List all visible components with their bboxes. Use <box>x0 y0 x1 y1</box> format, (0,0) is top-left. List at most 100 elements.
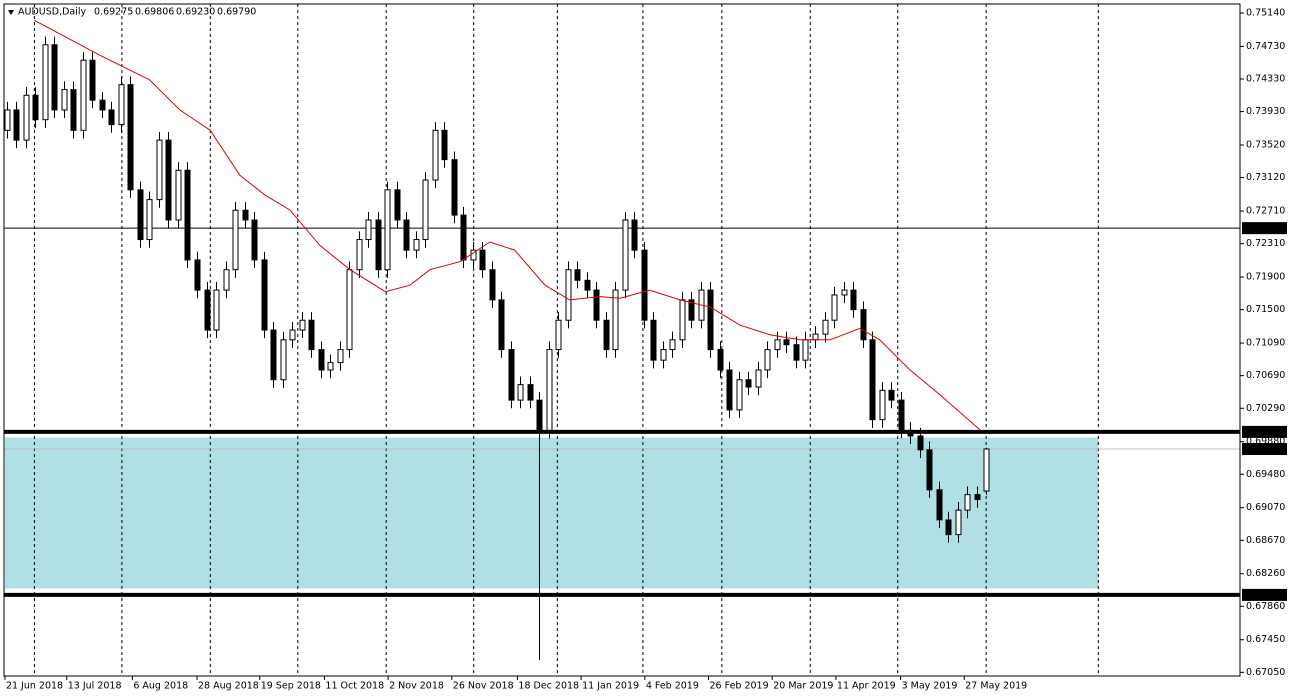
candle-body <box>346 269 353 351</box>
candle-body <box>460 214 467 261</box>
candle-body <box>251 219 258 261</box>
candle-body <box>432 129 439 181</box>
candle-body <box>137 189 144 241</box>
y-tick-label: 0.75140 <box>1246 7 1285 18</box>
candle-body <box>917 435 924 451</box>
candle-body <box>175 169 182 221</box>
candle-body <box>146 199 153 241</box>
candle-body <box>831 294 838 321</box>
x-tick-label: 20 Mar 2019 <box>773 681 833 692</box>
candle-body <box>61 89 68 111</box>
candle-body <box>451 159 458 216</box>
candle-body <box>108 109 115 126</box>
candle-body <box>888 389 895 401</box>
menu-arrow <box>8 10 14 15</box>
candle-body <box>707 289 714 351</box>
candle-body <box>527 384 534 401</box>
candle-body <box>242 209 249 221</box>
candle-body <box>356 239 363 271</box>
plot-area <box>4 4 1240 676</box>
candle-body <box>289 329 296 341</box>
header-high: 0.69806 <box>135 7 174 18</box>
level-label: 0.68000 <box>1246 589 1285 600</box>
candle-body <box>261 259 268 331</box>
candle-body <box>622 219 629 291</box>
candle-body <box>755 369 762 388</box>
candle-body <box>498 299 505 351</box>
current-price-box <box>1242 443 1287 456</box>
y-tick-label: 0.72310 <box>1246 238 1285 249</box>
candle-body <box>907 429 914 437</box>
level-box <box>1242 588 1287 601</box>
candle-body <box>232 209 239 271</box>
x-tick-label: 13 Jul 2018 <box>68 681 122 692</box>
candle-body <box>660 349 667 361</box>
candle-body <box>127 84 134 191</box>
candle-body <box>802 339 809 361</box>
y-tick-label: 0.67050 <box>1246 667 1285 678</box>
candle-body <box>365 219 372 241</box>
candle-body <box>879 389 886 421</box>
candle-body <box>774 339 781 351</box>
x-tick-label: 2 Nov 2018 <box>389 681 444 692</box>
candle-body <box>584 279 591 291</box>
candle-body <box>641 249 648 321</box>
plot-frame <box>3 3 1241 677</box>
chart-title: AUDUSD,Daily <box>18 7 87 18</box>
candle-body <box>926 449 933 491</box>
candle-body <box>717 349 724 371</box>
x-tick-label: 3 May 2019 <box>902 681 958 692</box>
candle-body <box>280 339 287 381</box>
candle-body <box>783 339 790 346</box>
candle-body <box>688 299 695 321</box>
candle-body <box>650 319 657 361</box>
level-label: 0.72500 <box>1246 223 1285 234</box>
x-tick-label: 18 Dec 2018 <box>518 681 579 692</box>
candle-body <box>983 448 990 492</box>
candle-body <box>936 489 943 521</box>
candle-body <box>945 519 952 536</box>
y-tick-label: 0.68260 <box>1246 568 1285 579</box>
y-tick-label: 0.74730 <box>1246 41 1285 52</box>
y-tick-label: 0.69880 <box>1246 436 1285 447</box>
candle-body <box>156 139 163 201</box>
x-tick-label: 26 Feb 2019 <box>710 681 769 692</box>
candle-body <box>860 309 867 341</box>
y-tick-label: 0.72710 <box>1246 206 1285 217</box>
x-tick-label: 4 Feb 2019 <box>646 681 699 692</box>
candle-body <box>764 349 771 371</box>
candle-body <box>822 319 829 335</box>
candle-body <box>299 319 306 331</box>
candle-body <box>89 59 96 101</box>
y-tick-label: 0.70290 <box>1246 403 1285 414</box>
y-tick-label: 0.74330 <box>1246 73 1285 84</box>
candle-body <box>546 349 553 431</box>
current-price-label: 0.69790 <box>1246 444 1285 455</box>
y-tick-label: 0.73120 <box>1246 172 1285 183</box>
x-tick-label: 11 Jan 2019 <box>582 681 639 692</box>
candle-body <box>194 259 201 291</box>
x-tick-label: 21 Jun 2018 <box>6 681 63 692</box>
candle-body <box>669 339 676 351</box>
candle-body <box>898 399 905 431</box>
candle-body <box>964 494 971 511</box>
candle-body <box>51 44 58 111</box>
level-box <box>1242 425 1287 438</box>
x-tick-label: 26 Nov 2018 <box>453 681 514 692</box>
candle-body <box>318 349 325 371</box>
y-tick-label: 0.67860 <box>1246 601 1285 612</box>
level-box <box>1242 222 1287 235</box>
candle-body <box>337 349 344 364</box>
candle-body <box>612 289 619 351</box>
candle-body <box>308 319 315 351</box>
candle-body <box>213 289 220 331</box>
header-close: 0.69790 <box>217 7 256 18</box>
candle-body <box>384 189 391 271</box>
candle-body <box>23 94 30 141</box>
y-tick-label: 0.71900 <box>1246 272 1285 283</box>
y-tick-label: 0.71090 <box>1246 338 1285 349</box>
candle-body <box>574 269 581 281</box>
header-low: 0.69230 <box>176 7 215 18</box>
y-tick-label: 0.68670 <box>1246 535 1285 546</box>
candle-body <box>403 219 410 251</box>
